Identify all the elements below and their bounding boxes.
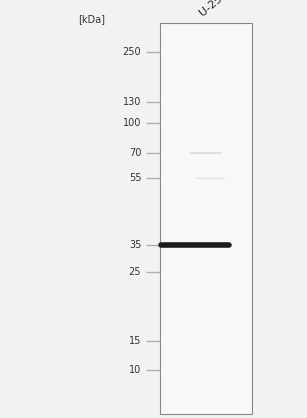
Text: 70: 70	[129, 148, 141, 158]
Text: 55: 55	[129, 173, 141, 183]
Text: 10: 10	[129, 365, 141, 375]
Text: 35: 35	[129, 240, 141, 250]
Text: 25: 25	[129, 267, 141, 277]
Text: [kDa]: [kDa]	[79, 14, 106, 24]
Text: 130: 130	[123, 97, 141, 107]
Text: U-251 MG: U-251 MG	[198, 0, 246, 19]
Text: 250: 250	[122, 47, 141, 57]
Text: 100: 100	[123, 118, 141, 128]
Text: 15: 15	[129, 336, 141, 346]
FancyBboxPatch shape	[160, 23, 252, 414]
